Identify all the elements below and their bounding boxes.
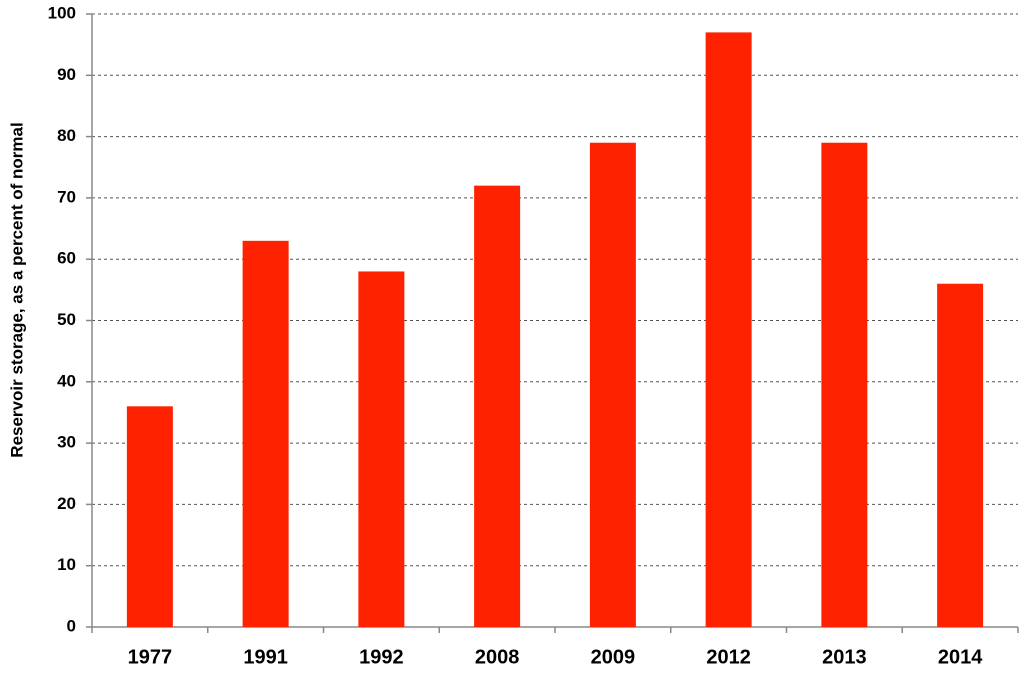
x-tick-label: 2013 — [822, 646, 867, 668]
y-tick-label: 10 — [57, 555, 76, 574]
y-tick-label: 30 — [57, 433, 76, 452]
bar — [126, 406, 173, 627]
y-tick-label: 20 — [57, 494, 76, 513]
bar — [242, 240, 289, 627]
x-tick-label: 1992 — [359, 646, 404, 668]
y-tick-label: 70 — [57, 187, 76, 206]
y-tick-label: 80 — [57, 126, 76, 145]
y-tick-label: 90 — [57, 65, 76, 84]
bar — [937, 283, 984, 627]
x-tick-label: 2014 — [938, 646, 983, 668]
y-tick-label: 40 — [57, 371, 76, 390]
x-tick-label: 2009 — [591, 646, 636, 668]
bar — [821, 142, 868, 628]
x-tick-label: 2012 — [706, 646, 751, 668]
y-tick-label: 100 — [48, 3, 76, 22]
bar — [474, 185, 521, 627]
bar — [358, 271, 405, 627]
bar — [589, 142, 636, 628]
x-tick-label: 1977 — [128, 646, 173, 668]
bar — [705, 32, 752, 627]
y-tick-label: 50 — [57, 310, 76, 329]
y-axis-label: Reservoir storage, as a percent of norma… — [7, 122, 26, 457]
x-tick-label: 2008 — [475, 646, 520, 668]
y-tick-label: 60 — [57, 249, 76, 268]
x-tick-label: 1991 — [243, 646, 288, 668]
y-tick-label: 0 — [67, 616, 76, 635]
